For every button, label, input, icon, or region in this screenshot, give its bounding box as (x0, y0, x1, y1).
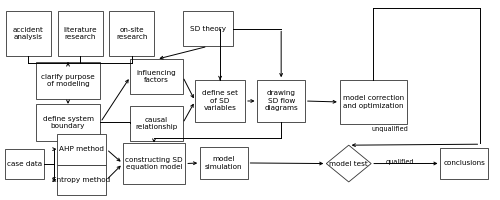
FancyBboxPatch shape (6, 11, 51, 56)
Text: AHP method: AHP method (59, 146, 104, 152)
FancyBboxPatch shape (130, 106, 182, 141)
Text: clarify purpose
of modeling: clarify purpose of modeling (41, 74, 95, 87)
Text: literature
research: literature research (64, 27, 98, 40)
FancyBboxPatch shape (58, 11, 103, 56)
FancyBboxPatch shape (200, 147, 248, 179)
Text: model
simulation: model simulation (205, 156, 242, 170)
Text: qualified: qualified (386, 159, 414, 165)
Polygon shape (326, 145, 371, 182)
Text: accident
analysis: accident analysis (12, 27, 44, 40)
FancyBboxPatch shape (36, 62, 100, 99)
Text: causal
relationship: causal relationship (136, 117, 177, 130)
Text: conclusions: conclusions (443, 160, 485, 166)
FancyBboxPatch shape (130, 59, 182, 94)
FancyBboxPatch shape (195, 80, 245, 122)
FancyBboxPatch shape (36, 104, 100, 141)
Text: constructing SD
equation model: constructing SD equation model (125, 157, 183, 170)
FancyBboxPatch shape (123, 143, 185, 184)
Text: Entropy method: Entropy method (52, 177, 110, 183)
Text: model correction
and optimization: model correction and optimization (343, 95, 404, 109)
Text: model test: model test (330, 161, 368, 167)
FancyBboxPatch shape (4, 149, 44, 179)
FancyBboxPatch shape (258, 80, 305, 122)
FancyBboxPatch shape (340, 80, 407, 124)
Text: drawing
SD flow
diagrams: drawing SD flow diagrams (264, 90, 298, 111)
Text: influencing
factors: influencing factors (136, 70, 176, 83)
Text: SD theory: SD theory (190, 25, 226, 31)
FancyBboxPatch shape (440, 148, 488, 179)
Text: define system
boundary: define system boundary (42, 116, 94, 129)
Text: on-site
research: on-site research (116, 27, 148, 40)
FancyBboxPatch shape (110, 11, 154, 56)
Text: define set
of SD
variables: define set of SD variables (202, 90, 238, 111)
Text: unqualified: unqualified (371, 126, 408, 132)
FancyBboxPatch shape (182, 11, 232, 46)
FancyBboxPatch shape (56, 165, 106, 195)
Text: case data: case data (6, 161, 42, 167)
FancyBboxPatch shape (56, 134, 106, 165)
